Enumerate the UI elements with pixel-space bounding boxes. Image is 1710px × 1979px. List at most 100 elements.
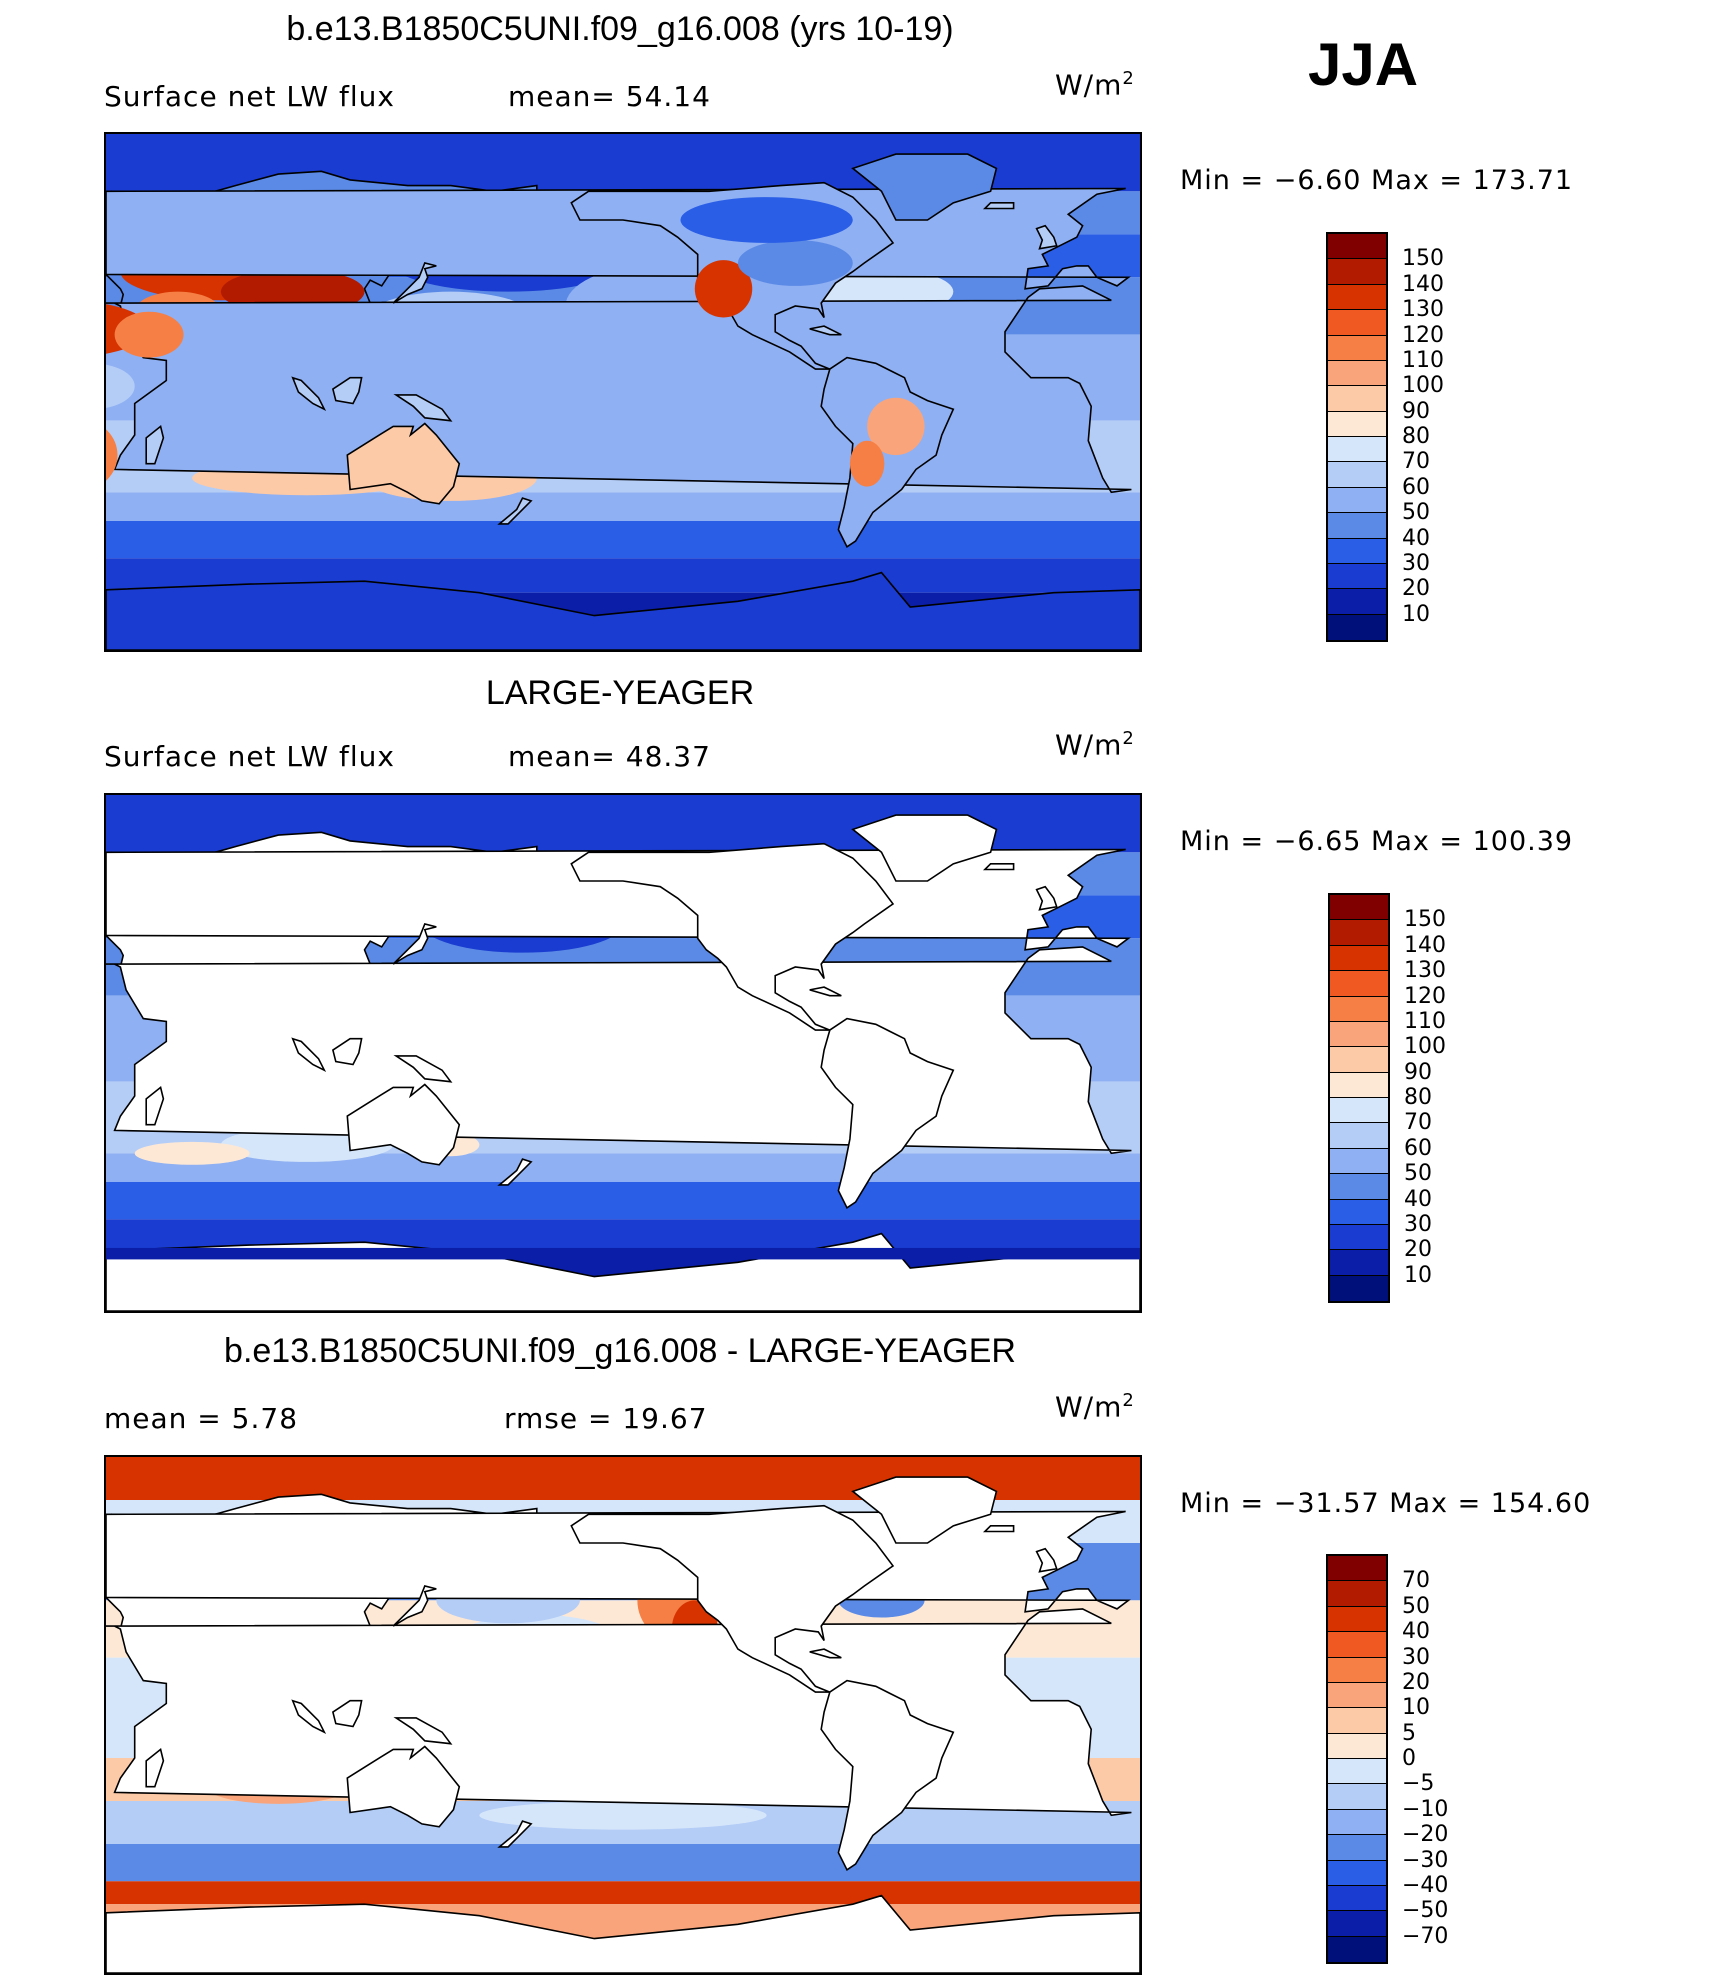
colorbar-swatch [1330, 1148, 1388, 1175]
coastline-europeWest [106, 1510, 1131, 1613]
colorbar-swatch [1328, 1885, 1386, 1912]
colorbar-tick-label: 0 [1402, 1746, 1416, 1771]
panel-title: LARGE-YEAGER [485, 674, 755, 712]
colorbar-swatch [1328, 538, 1386, 564]
colorbar-tick-label: 60 [1404, 1135, 1432, 1161]
colorbar-swatch [1328, 563, 1386, 590]
units-label: W/m2 [1055, 1390, 1135, 1424]
colorbar-swatch [1328, 360, 1386, 387]
field-blob [106, 364, 135, 408]
colorbar-tick-label: 10 [1402, 601, 1430, 627]
coastline-antarctica [106, 571, 1140, 650]
colorbar-swatch [1330, 1199, 1388, 1225]
colorbar-swatch [1328, 335, 1386, 361]
colorbar-tick-label: 20 [1402, 576, 1430, 602]
colorbar-swatch [1330, 1047, 1388, 1073]
coastline-newGuinea [393, 1717, 453, 1745]
season-label: JJA [1308, 31, 1419, 98]
colorbar-tick-label: 100 [1404, 1034, 1446, 1060]
colorbar-swatch [1330, 945, 1388, 972]
coastline-greenland [851, 1476, 998, 1544]
field-blob [134, 1141, 250, 1165]
coastline-africa [106, 1608, 1132, 1817]
colorbar-swatch [1330, 920, 1388, 946]
coastline-borneo [331, 1037, 363, 1066]
mean-label: mean = 5.78 [104, 1402, 299, 1435]
colorbar-swatch [1328, 487, 1386, 514]
colorbar-swatch [1328, 1835, 1386, 1861]
mean-label: mean= 48.37 [508, 740, 711, 773]
colorbar-tick-label: 10 [1404, 1262, 1432, 1288]
colorbar-swatch [1328, 513, 1386, 539]
colorbar-tick-label: 30 [1402, 1644, 1430, 1670]
coastline-sumatra [291, 1699, 327, 1734]
field-band [106, 1247, 1140, 1260]
colorbar-swatch [1328, 1556, 1386, 1582]
colorbar-swatch [1330, 1250, 1388, 1276]
field-band [106, 492, 1140, 521]
field-blob [867, 397, 925, 456]
colorbar-tick-label: 20 [1404, 1237, 1432, 1263]
mean-label: mean= 54.14 [508, 80, 711, 113]
variable-label: Surface net LW flux [104, 80, 395, 113]
colorbar-swatch [1328, 1809, 1386, 1836]
colorbar-swatch [1330, 1072, 1388, 1098]
rmse-label: rmse = 19.67 [504, 1402, 708, 1435]
colorbar-tick-label: 110 [1402, 347, 1444, 373]
coastline-northAmerica [570, 1504, 895, 1693]
colorbar-tick-label: 120 [1402, 322, 1444, 348]
colorbar-tick-label: 90 [1404, 1059, 1432, 1085]
colorbar-swatch [1330, 1123, 1388, 1149]
coastline-australia [346, 422, 461, 505]
colorbar-swatch [1328, 1936, 1386, 1962]
field-blob [737, 240, 853, 286]
coastline-cuba [809, 325, 842, 336]
colorbar-swatch [1328, 1581, 1386, 1607]
coastline-europeWest [106, 187, 1131, 290]
colorbar-swatch [1330, 971, 1388, 997]
coastline-cuba [809, 1648, 842, 1659]
colorbar [1328, 893, 1390, 1303]
colorbar-tick-label: 70 [1402, 449, 1430, 475]
colorbar-tick-label: −10 [1402, 1796, 1449, 1822]
colorbar-swatch [1328, 1606, 1386, 1633]
coastline-europeWest [106, 848, 1131, 951]
colorbar-swatch [1328, 1911, 1386, 1937]
coastline-uk [1035, 885, 1058, 911]
colorbar-swatch [1328, 1860, 1386, 1886]
coastline-cuba [809, 986, 842, 997]
field-band [106, 521, 1140, 559]
map-diff [104, 1455, 1142, 1975]
coastline-newZealand [497, 1158, 533, 1186]
variable-label: Surface net LW flux [104, 740, 395, 773]
colorbar-tick-label: −50 [1402, 1898, 1449, 1924]
colorbar-tick-label: 5 [1402, 1720, 1416, 1746]
coastline-iceland [982, 202, 1015, 210]
colorbar-swatch [1328, 1759, 1386, 1785]
colorbar-tick-label: 50 [1402, 1593, 1430, 1619]
coastline-newZealand [497, 497, 533, 525]
colorbar-swatch [1330, 1098, 1388, 1124]
colorbar-swatch [1330, 1275, 1388, 1301]
colorbar-tick-label: 100 [1402, 373, 1444, 399]
colorbar-tick-label: 40 [1402, 525, 1430, 551]
units-label: W/m2 [1055, 68, 1135, 102]
colorbar-swatch [1328, 462, 1386, 488]
colorbar-tick-label: 40 [1402, 1619, 1430, 1645]
coastline-newGuinea [393, 394, 453, 422]
minmax-label: Min = −31.57 Max = 154.60 [1180, 1488, 1592, 1519]
colorbar-tick-label: 10 [1402, 1695, 1430, 1721]
coastline-japan [392, 923, 437, 965]
colorbar-tick-label: 90 [1402, 398, 1430, 424]
colorbar-swatch [1328, 1632, 1386, 1658]
colorbar-tick-label: −30 [1402, 1847, 1449, 1873]
map-obs [104, 793, 1142, 1313]
coastline-madagascar [145, 1085, 165, 1126]
field-blob [479, 1801, 767, 1830]
colorbar-tick-label: 130 [1404, 958, 1446, 984]
colorbar-swatch [1328, 411, 1386, 437]
field-blob [849, 440, 885, 487]
colorbar-tick-label: 130 [1402, 297, 1444, 323]
colorbar-swatch [1330, 895, 1388, 921]
coastline-madagascar [145, 1747, 165, 1788]
